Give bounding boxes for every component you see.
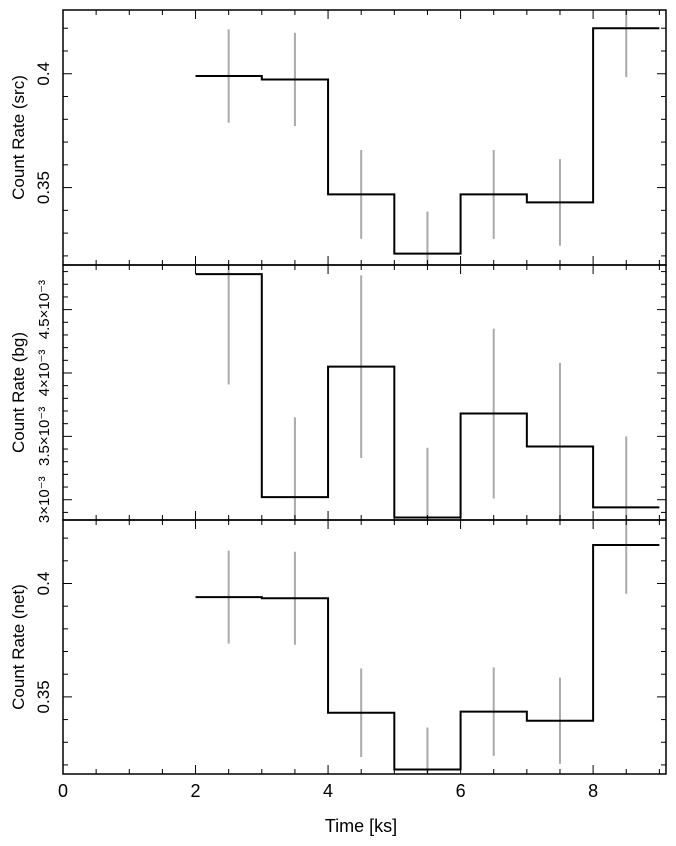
panel-frame bbox=[62, 9, 667, 266]
y-tick-label: 0.35 bbox=[34, 171, 53, 204]
panels-layer: 0.35 0.4 Count Rate (src) 3×10⁻³ 3.5×10⁻³ 4×1… bbox=[9, 9, 667, 801]
x-tick-label: 4 bbox=[323, 781, 333, 801]
panel-frame bbox=[62, 519, 667, 775]
x-tick-label: 0 bbox=[58, 781, 68, 801]
y-tick-label: 4.5×10⁻³ bbox=[36, 280, 53, 339]
step-series bbox=[195, 27, 660, 255]
y-tick-label: 0.35 bbox=[34, 680, 53, 713]
panel-frame bbox=[62, 264, 667, 521]
x-axis-label: Time [ks] bbox=[325, 816, 397, 836]
panel-3: 0.35 0.4 Count Rate (net) 0 2 4 6 8 bbox=[9, 519, 667, 801]
y-tick-label: 3×10⁻³ bbox=[36, 476, 53, 523]
y-tick-label: 0.4 bbox=[34, 62, 53, 86]
x-tick-label: 8 bbox=[588, 781, 598, 801]
y-axis-label: Count Rate (bg) bbox=[9, 332, 28, 453]
y-tick-label: 3.5×10⁻³ bbox=[36, 407, 53, 466]
x-tick-label: 6 bbox=[456, 781, 466, 801]
panel-2: 3×10⁻³ 3.5×10⁻³ 4×10⁻³ 4.5×10⁻³ Count Rate (… bbox=[9, 264, 667, 523]
plot-area bbox=[195, 520, 660, 774]
y-axis-label: Count Rate (net) bbox=[9, 584, 28, 710]
y-tick-label: 4×10⁻³ bbox=[36, 350, 53, 397]
x-tick-label: 2 bbox=[191, 781, 201, 801]
y-tick-label: 0.4 bbox=[34, 572, 53, 596]
y-axis-label: Count Rate (src) bbox=[9, 75, 28, 200]
plot-area bbox=[195, 10, 660, 265]
panel-1: 0.35 0.4 Count Rate (src) bbox=[9, 9, 667, 266]
